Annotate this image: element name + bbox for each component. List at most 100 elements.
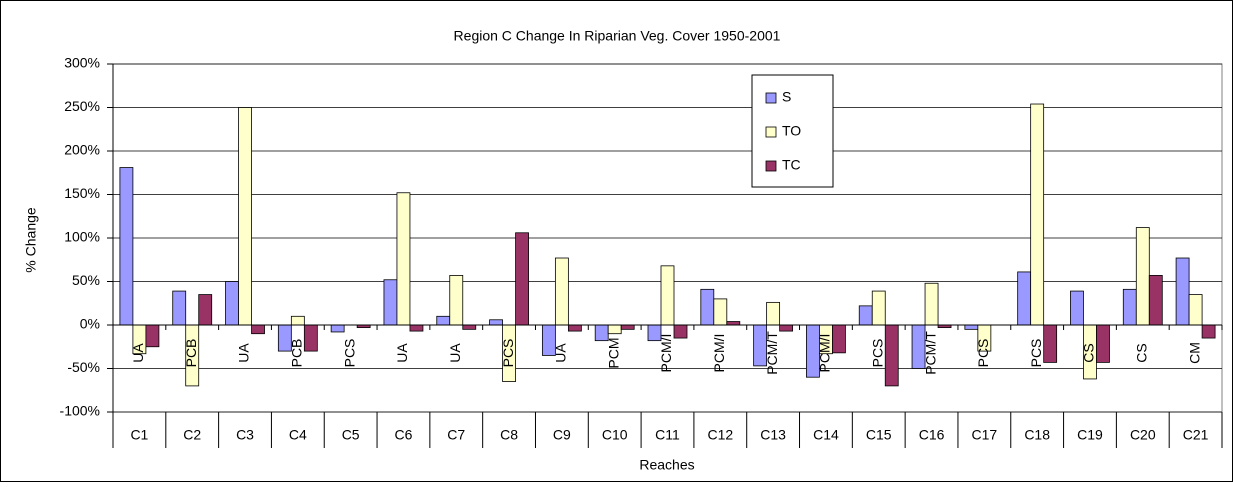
x-tick-label: C4 bbox=[289, 427, 307, 443]
legend-label: TC bbox=[782, 157, 801, 173]
bar bbox=[660, 265, 675, 326]
sublabel: PCB bbox=[289, 339, 305, 368]
bar bbox=[713, 298, 728, 326]
y-tick-label: -100% bbox=[60, 403, 100, 419]
bar bbox=[1148, 275, 1163, 326]
bar bbox=[409, 324, 424, 332]
sublabel: UA bbox=[236, 343, 252, 363]
bar bbox=[1201, 324, 1216, 339]
y-tick-label: 0% bbox=[80, 316, 100, 332]
bar bbox=[172, 290, 187, 326]
sublabel: PCM/I bbox=[817, 334, 833, 373]
bar bbox=[766, 301, 781, 326]
bar bbox=[303, 324, 318, 352]
bar bbox=[330, 324, 345, 333]
x-tick-label: C15 bbox=[866, 427, 892, 443]
x-tick-label: C10 bbox=[602, 427, 628, 443]
sublabel: PCM bbox=[605, 337, 621, 368]
sublabel: CS bbox=[1081, 343, 1097, 362]
x-tick-label: C20 bbox=[1130, 427, 1156, 443]
sublabel: PCM/I bbox=[658, 334, 674, 373]
chart-title: Region C Change In Riparian Veg. Cover 1… bbox=[454, 28, 781, 44]
legend bbox=[751, 74, 834, 188]
y-tick-label: 300% bbox=[64, 55, 100, 71]
y-tick-label: 200% bbox=[64, 142, 100, 158]
sublabel: PCS bbox=[500, 339, 516, 368]
legend-swatch bbox=[765, 160, 777, 172]
bar bbox=[225, 281, 239, 326]
bar bbox=[700, 288, 715, 326]
bar bbox=[1030, 103, 1045, 326]
x-tick-label: C2 bbox=[183, 427, 201, 443]
sublabel: PCS bbox=[975, 339, 991, 368]
x-tick-label: C19 bbox=[1077, 427, 1103, 443]
x-tick-label: C12 bbox=[707, 427, 733, 443]
y-tick-label: 250% bbox=[64, 98, 100, 114]
legend-swatch bbox=[765, 126, 777, 138]
x-tick-label: C6 bbox=[394, 427, 412, 443]
bar bbox=[238, 107, 252, 326]
x-tick-label: C13 bbox=[760, 427, 786, 443]
bar bbox=[436, 315, 451, 326]
x-tick-label: C5 bbox=[342, 427, 360, 443]
x-tick-label: C1 bbox=[130, 427, 148, 443]
y-tick-label: 50% bbox=[72, 272, 100, 288]
bar bbox=[515, 232, 529, 326]
bar bbox=[554, 257, 569, 326]
y-axis-title: % Change bbox=[23, 207, 39, 273]
x-tick-label: C8 bbox=[500, 427, 518, 443]
bar bbox=[884, 324, 899, 387]
legend-label: S bbox=[782, 89, 791, 105]
bar bbox=[858, 305, 873, 326]
bar bbox=[924, 282, 939, 326]
y-tick-label: 100% bbox=[64, 229, 100, 245]
bar bbox=[290, 315, 305, 326]
bar bbox=[832, 324, 846, 354]
bar bbox=[1122, 288, 1137, 326]
x-tick-label: C7 bbox=[447, 427, 465, 443]
bar bbox=[620, 324, 635, 330]
bar bbox=[673, 324, 688, 339]
sublabel: PCS bbox=[1028, 339, 1044, 368]
bar bbox=[779, 324, 794, 332]
sublabel: UA bbox=[447, 343, 463, 363]
bar bbox=[607, 324, 622, 335]
bar bbox=[1070, 290, 1084, 326]
bar bbox=[198, 294, 213, 326]
bar bbox=[726, 321, 741, 326]
bar bbox=[1175, 257, 1190, 326]
bar bbox=[462, 324, 477, 330]
x-tick-label: C3 bbox=[236, 427, 254, 443]
bar bbox=[871, 290, 886, 326]
sublabel: CS bbox=[1133, 343, 1149, 362]
x-tick-label: C21 bbox=[1183, 427, 1209, 443]
y-tick-label: -50% bbox=[67, 359, 100, 375]
sublabel: PCM/T bbox=[764, 331, 780, 375]
x-axis-title: Reaches bbox=[639, 457, 694, 473]
bar bbox=[119, 167, 134, 326]
x-tick-label: C16 bbox=[919, 427, 945, 443]
sublabel: PCS bbox=[869, 339, 885, 368]
bar bbox=[145, 324, 160, 348]
bar bbox=[251, 324, 265, 335]
x-tick-label: C18 bbox=[1024, 427, 1050, 443]
bar bbox=[1043, 324, 1058, 363]
x-tick-label: C17 bbox=[972, 427, 998, 443]
x-tick-label: C9 bbox=[553, 427, 571, 443]
bar bbox=[396, 192, 411, 326]
x-tick-label: C11 bbox=[655, 427, 680, 443]
sublabel: UA bbox=[394, 343, 410, 363]
bar bbox=[1135, 227, 1150, 326]
legend-label: TO bbox=[782, 123, 801, 139]
sublabel: PCM/I bbox=[711, 334, 727, 373]
bar bbox=[567, 324, 582, 332]
bar bbox=[964, 324, 979, 330]
x-tick-label: C14 bbox=[813, 427, 839, 443]
bar bbox=[449, 275, 464, 326]
bar bbox=[1188, 294, 1203, 326]
bar bbox=[489, 319, 503, 326]
bar bbox=[1096, 324, 1110, 363]
sublabel: PCB bbox=[183, 339, 199, 368]
sublabel: PCS bbox=[341, 339, 357, 368]
